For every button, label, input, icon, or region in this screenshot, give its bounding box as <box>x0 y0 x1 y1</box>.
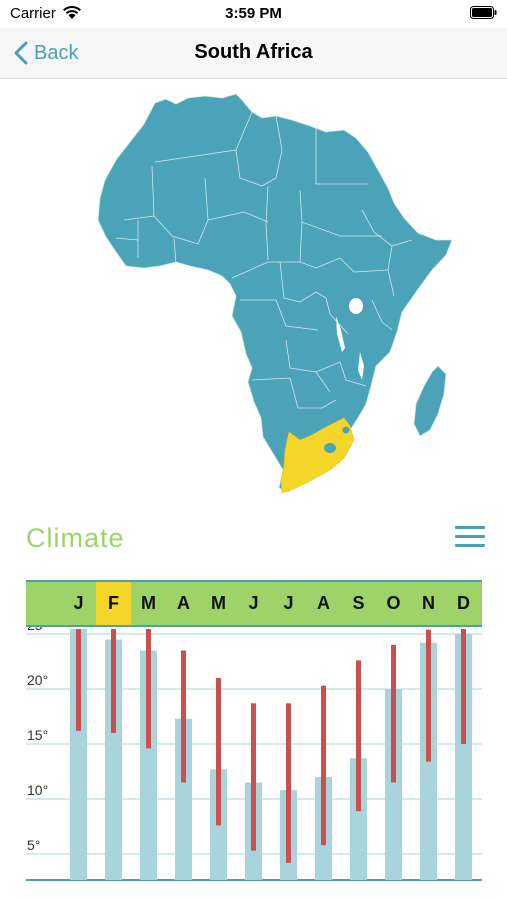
y-tick-label-20: 20° <box>27 672 48 688</box>
range-line-9 <box>356 660 361 812</box>
range-line-7 <box>286 703 291 863</box>
eswatini-shape <box>342 426 350 434</box>
madagascar-shape <box>413 365 447 437</box>
range-line-1 <box>76 629 81 731</box>
bar-2 <box>105 639 122 880</box>
month-tab-12[interactable]: D <box>457 593 470 613</box>
y-tick-label-15: 15° <box>27 727 48 743</box>
africa-continent-shape <box>97 93 453 493</box>
range-line-5 <box>216 678 221 826</box>
navigation-bar: Back South Africa <box>0 28 507 79</box>
lake-tanganyika-shape <box>336 316 345 352</box>
month-tab-10[interactable]: O <box>386 593 401 613</box>
range-line-10 <box>391 645 396 783</box>
bar-10 <box>385 689 402 880</box>
south-africa-highlight <box>280 417 355 494</box>
bar-3 <box>140 650 157 880</box>
range-line-6 <box>251 703 256 851</box>
battery-icon <box>470 6 497 23</box>
y-tick-label-5: 5° <box>27 837 40 853</box>
month-tab-11[interactable]: N <box>422 593 435 613</box>
page-title: South Africa <box>194 41 313 63</box>
month-tab-5[interactable]: M <box>211 593 226 613</box>
month-tab-1[interactable]: J <box>73 593 84 613</box>
range-line-8 <box>321 685 326 846</box>
status-bar: Carrier 3:59 PM <box>0 0 507 28</box>
bar-9 <box>350 758 367 880</box>
bar-4 <box>175 718 192 880</box>
bar-1 <box>70 629 87 880</box>
back-button[interactable]: Back <box>14 38 78 68</box>
range-line-4 <box>181 650 186 783</box>
range-line-11 <box>426 629 431 762</box>
range-line-3 <box>146 629 151 749</box>
wifi-icon <box>62 4 82 24</box>
y-tick-label-10: 10° <box>27 782 48 798</box>
range-line-12 <box>461 629 466 744</box>
lesotho-shape <box>324 443 336 453</box>
menu-icon[interactable] <box>455 526 485 548</box>
month-tab-4[interactable]: A <box>177 593 190 613</box>
africa-map <box>97 93 453 494</box>
climate-chart: 5° 10° 15° 20° 25° <box>26 627 482 881</box>
y-tick-label-25: 25° <box>27 627 48 633</box>
chevron-left-icon <box>14 41 28 65</box>
status-time: 3:59 PM <box>225 5 282 22</box>
climate-heading: Climate <box>26 523 125 553</box>
bar-12 <box>455 634 472 880</box>
month-tab-3[interactable]: M <box>141 593 156 613</box>
lake-victoria-shape <box>349 298 363 314</box>
country-borders <box>115 111 413 409</box>
range-line-2 <box>111 629 116 733</box>
back-button-label: Back <box>34 41 79 64</box>
lake-malawi-shape <box>358 352 364 380</box>
month-tab-2[interactable]: F <box>96 582 131 625</box>
month-tab-8[interactable]: A <box>317 593 330 613</box>
month-tab-7[interactable]: J <box>283 593 294 613</box>
month-tab-9[interactable]: S <box>352 593 365 613</box>
carrier-label: Carrier <box>10 5 56 22</box>
month-tab-6[interactable]: J <box>248 593 259 613</box>
